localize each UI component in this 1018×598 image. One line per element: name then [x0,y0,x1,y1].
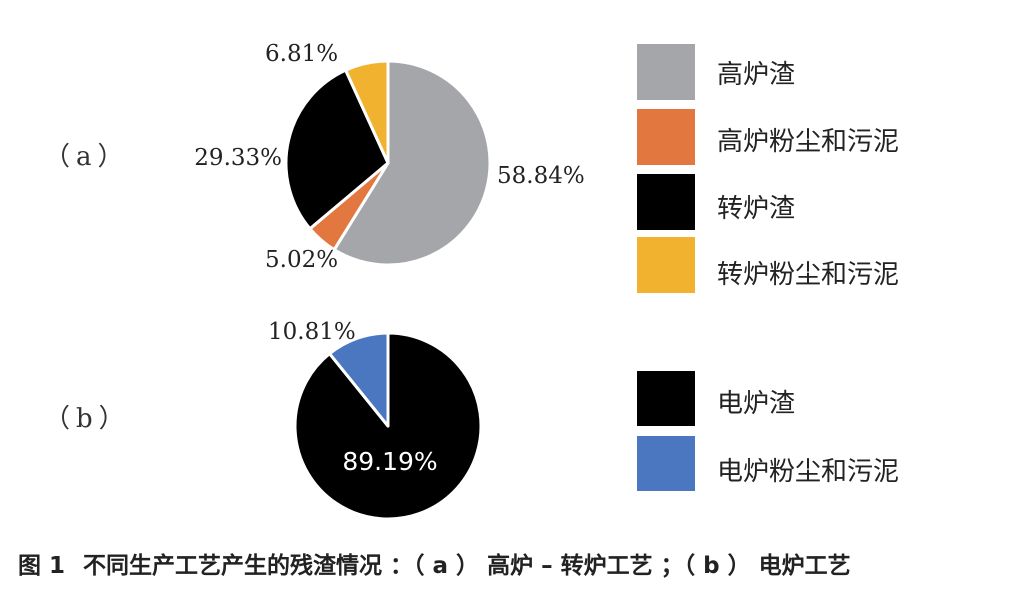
panel-label-a: （a） [44,142,130,172]
pie-slice-pie-a-3 [344,59,390,165]
caption-prefix: 图 [18,553,41,579]
data-label-pie-b-1: 10.81% [268,319,356,345]
legend-swatch-converter-slag [637,174,695,230]
legend-label-converter-slag: 转炉渣 [717,194,796,224]
legend-label-converter-dust: 转炉粉尘和污泥 [717,260,900,290]
panel-label-b: （b） [44,404,131,434]
legend-swatch-eaf-slag [637,371,695,426]
data-label-pie-a-3: 6.81% [265,41,338,67]
legend-label-eaf-slag: 电炉渣 [717,389,796,419]
pie-slice-pie-a-0 [332,59,492,267]
pie-chart-a: 58.84% 5.02% 29.33% 6.81% [194,41,584,273]
data-label-pie-a-0: 58.84% [497,163,585,189]
data-label-pie-b-0: 89.19% [342,447,437,476]
legend-label-blast-furnace-slag: 高炉渣 [717,60,796,90]
pie-chart-b: 89.19% 10.81% [268,319,483,521]
pie-slice-pie-b-1 [328,331,390,428]
legend-swatch-blast-furnace-dust [637,109,695,165]
legend-label-eaf-dust: 电炉粉尘和污泥 [717,457,900,487]
caption-number: 1 [49,553,66,579]
legend-swatch-blast-furnace-slag [637,44,695,100]
data-label-pie-a-2: 29.33% [194,145,282,171]
legend-swatch-eaf-dust [637,436,695,491]
data-label-pie-a-1: 5.02% [265,247,338,273]
figure-caption: 图 1 不同生产工艺产生的残渣情况 ：（ a ） 高炉 – 转炉工艺 ；（ b ） … [18,546,1008,580]
legend-label-blast-furnace-dust: 高炉粉尘和污泥 [717,127,900,157]
caption-text: 不同生产工艺产生的残渣情况 ：（ a ） 高炉 – 转炉工艺 ；（ b ） 电炉… [83,553,851,579]
legend-swatch-converter-dust [637,237,695,293]
